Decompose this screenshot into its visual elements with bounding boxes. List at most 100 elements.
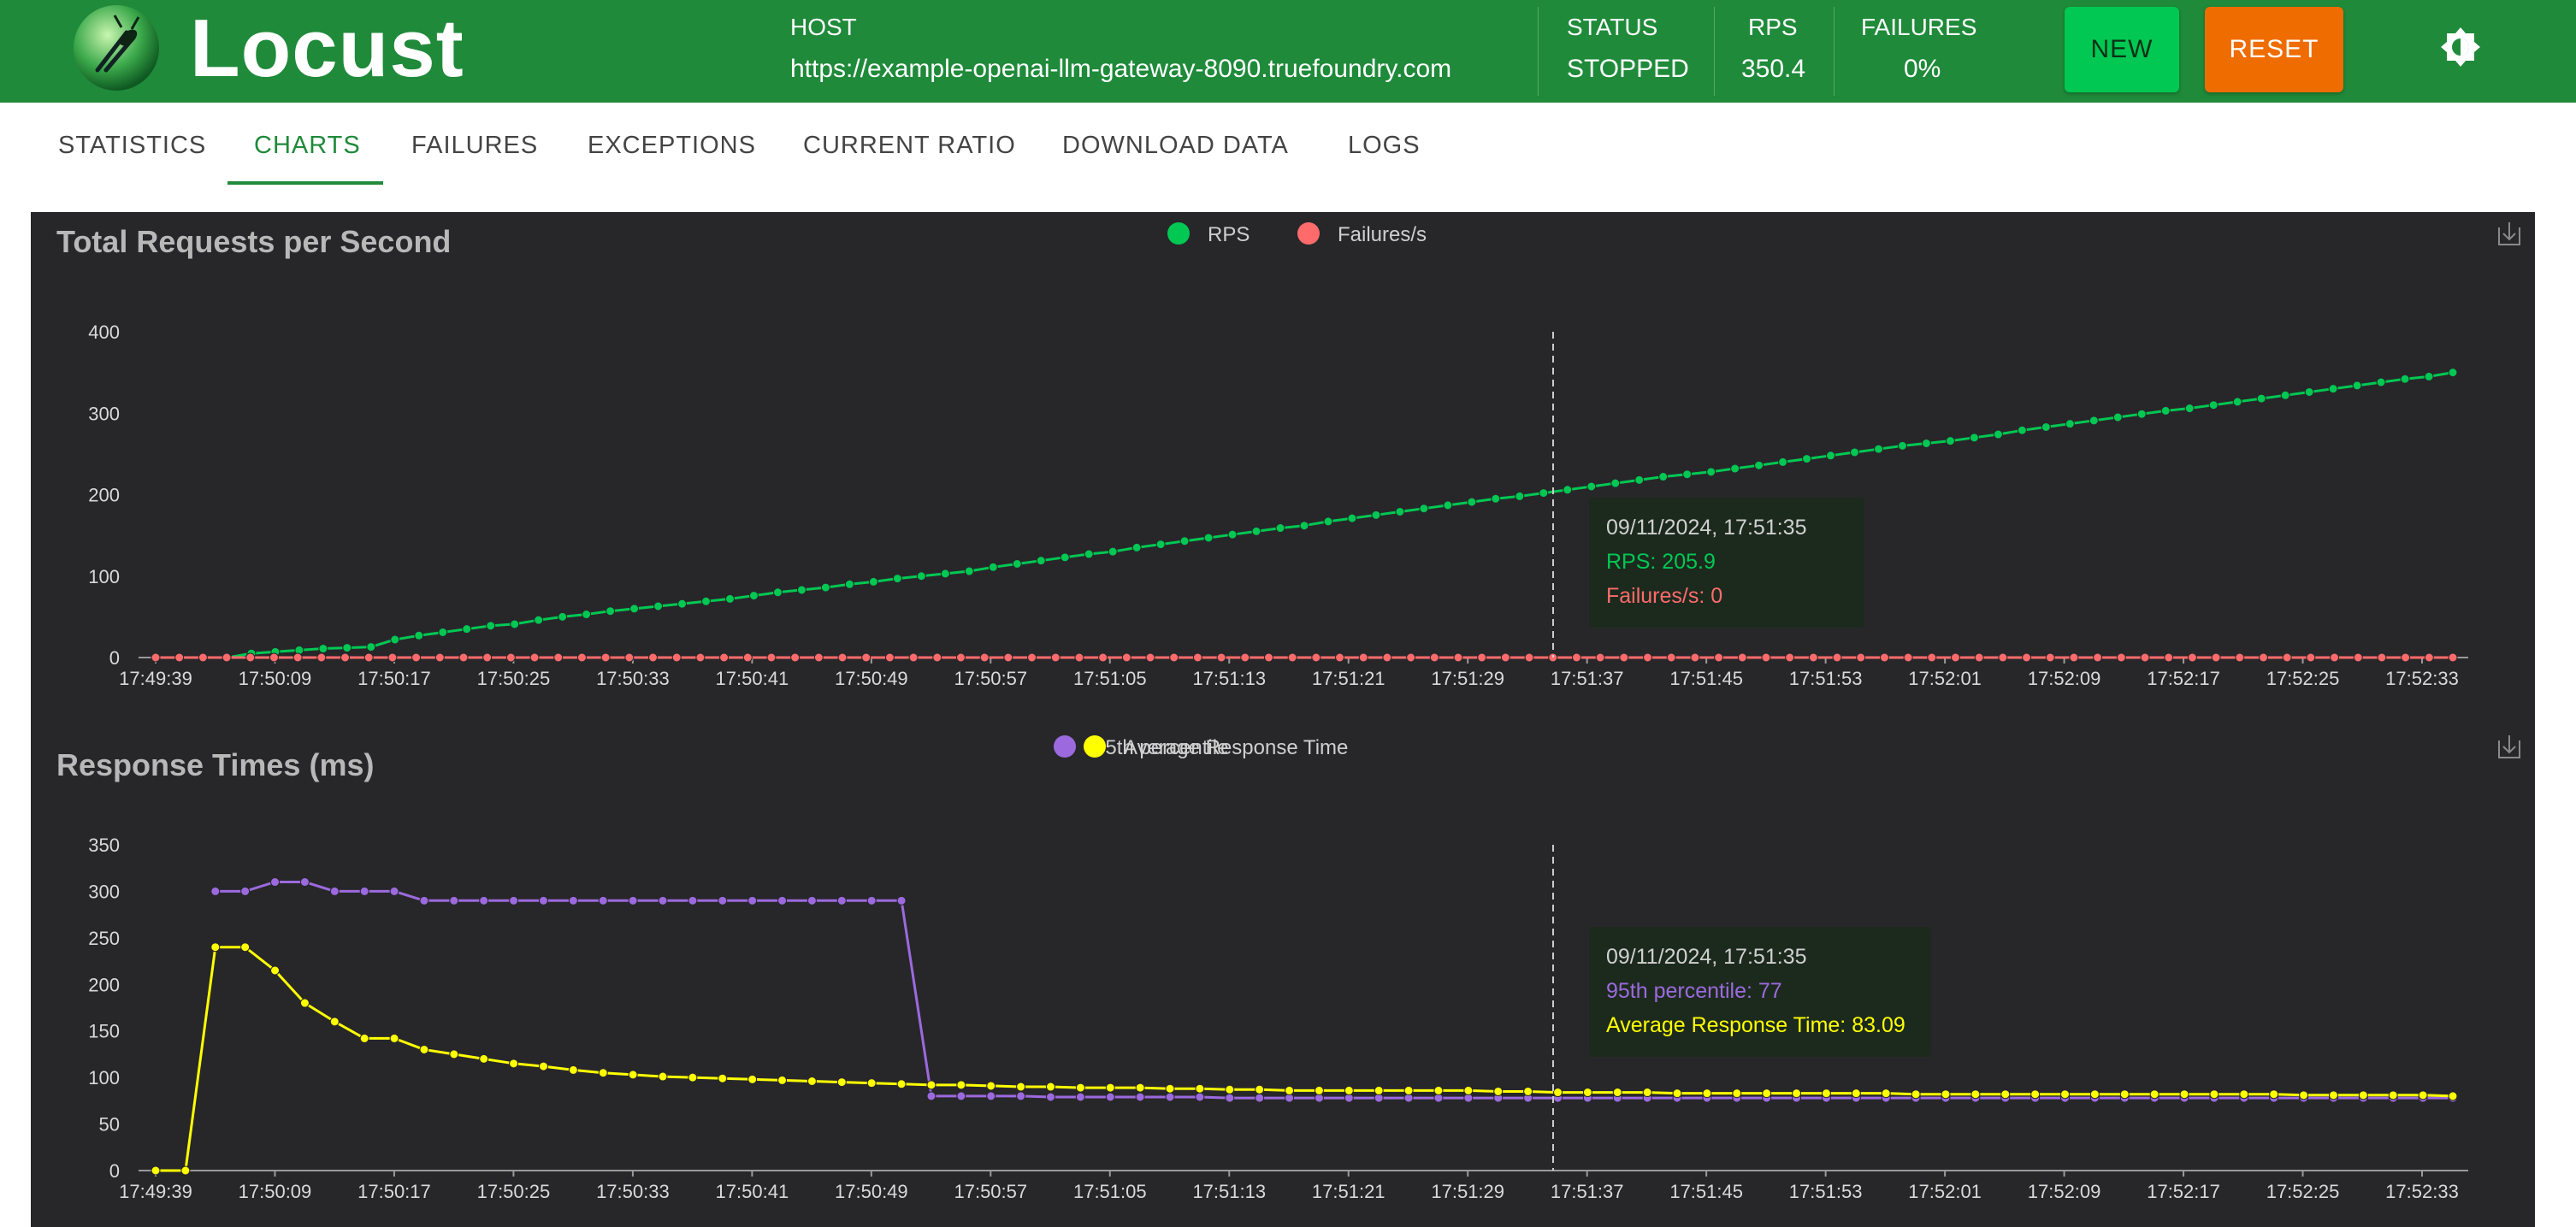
data-point[interactable] (658, 895, 668, 906)
data-point[interactable] (1737, 652, 1747, 663)
data-point[interactable] (2209, 1089, 2219, 1100)
data-point[interactable] (1851, 1088, 1861, 1099)
data-point[interactable] (509, 1059, 519, 1069)
data-point[interactable] (956, 1091, 966, 1101)
data-point[interactable] (1493, 1086, 1504, 1096)
data-point[interactable] (1003, 652, 1013, 663)
data-point[interactable] (2299, 1090, 2309, 1100)
data-point[interactable] (1586, 481, 1597, 492)
data-point[interactable] (2304, 386, 2314, 397)
data-point[interactable] (1299, 521, 1309, 531)
tab-failures[interactable]: FAILURES (411, 132, 539, 159)
data-point[interactable] (2208, 400, 2219, 410)
data-point[interactable] (677, 599, 688, 609)
data-point[interactable] (434, 652, 445, 663)
data-point[interactable] (1225, 1084, 1235, 1094)
data-point[interactable] (747, 1074, 758, 1084)
data-point[interactable] (2400, 374, 2410, 384)
data-point[interactable] (892, 574, 902, 584)
data-point[interactable] (2448, 652, 2458, 663)
data-point[interactable] (245, 652, 256, 663)
data-point[interactable] (896, 1079, 907, 1089)
data-point[interactable] (1808, 652, 1818, 663)
data-point[interactable] (1084, 549, 1094, 559)
data-point[interactable] (653, 601, 664, 611)
data-point[interactable] (1612, 1088, 1622, 1098)
legend-swatch[interactable] (1297, 222, 1320, 245)
data-point[interactable] (777, 895, 788, 906)
data-point[interactable] (198, 652, 208, 663)
data-point[interactable] (340, 652, 351, 663)
data-point[interactable] (1036, 556, 1046, 566)
data-point[interactable] (1255, 1084, 1265, 1094)
data-point[interactable] (210, 942, 221, 953)
data-point[interactable] (299, 998, 310, 1008)
data-point[interactable] (1165, 1083, 1175, 1094)
data-point[interactable] (2353, 652, 2363, 663)
data-point[interactable] (1523, 1086, 1533, 1096)
data-point[interactable] (458, 652, 469, 663)
data-point[interactable] (568, 1065, 578, 1075)
data-point[interactable] (926, 1091, 936, 1101)
data-point[interactable] (1730, 463, 1740, 474)
data-point[interactable] (1778, 457, 1788, 467)
data-point[interactable] (1619, 652, 1629, 663)
data-point[interactable] (479, 895, 489, 906)
data-point[interactable] (1240, 652, 1250, 663)
data-point[interactable] (2184, 404, 2195, 414)
data-point[interactable] (940, 569, 950, 579)
data-point[interactable] (1192, 652, 1202, 663)
data-point[interactable] (747, 895, 758, 906)
data-point[interactable] (1903, 652, 1913, 663)
data-point[interactable] (2232, 397, 2242, 407)
legend-swatch[interactable] (1054, 735, 1076, 758)
data-point[interactable] (1255, 1093, 1265, 1103)
data-point[interactable] (529, 652, 540, 663)
data-point[interactable] (534, 615, 544, 625)
data-point[interactable] (695, 652, 706, 663)
data-point[interactable] (538, 1061, 548, 1071)
data-point[interactable] (1856, 652, 1866, 663)
tab-exceptions[interactable]: EXCEPTIONS (588, 132, 756, 159)
data-point[interactable] (1754, 460, 1764, 470)
data-point[interactable] (1792, 1088, 1802, 1099)
data-point[interactable] (836, 895, 847, 906)
data-point[interactable] (2306, 652, 2316, 663)
data-point[interactable] (2418, 1090, 2428, 1100)
data-point[interactable] (979, 652, 990, 663)
data-point[interactable] (1974, 652, 1984, 663)
data-point[interactable] (748, 591, 759, 601)
data-point[interactable] (2330, 652, 2340, 663)
data-point[interactable] (1251, 526, 1261, 536)
data-point[interactable] (1879, 652, 1889, 663)
data-point[interactable] (389, 886, 399, 896)
data-point[interactable] (1571, 652, 1581, 663)
data-point[interactable] (1311, 652, 1321, 663)
data-point[interactable] (1927, 652, 1937, 663)
data-point[interactable] (986, 1081, 996, 1091)
data-point[interactable] (2164, 652, 2174, 663)
data-point[interactable] (836, 1077, 847, 1088)
data-point[interactable] (844, 579, 854, 589)
data-point[interactable] (1050, 652, 1061, 663)
data-point[interactable] (2448, 1091, 2458, 1101)
data-point[interactable] (1682, 469, 1693, 480)
data-point[interactable] (1998, 652, 2008, 663)
data-point[interactable] (222, 652, 232, 663)
data-point[interactable] (1045, 1082, 1055, 1092)
data-point[interactable] (1135, 1082, 1145, 1093)
data-point[interactable] (1179, 536, 1190, 546)
data-point[interactable] (1553, 1088, 1563, 1098)
data-point[interactable] (916, 571, 926, 581)
data-point[interactable] (2280, 390, 2290, 400)
data-point[interactable] (2089, 416, 2099, 426)
data-point[interactable] (1027, 652, 1037, 663)
data-point[interactable] (2239, 1089, 2249, 1100)
data-point[interactable] (1595, 652, 1605, 663)
data-point[interactable] (2388, 1090, 2398, 1100)
data-point[interactable] (1121, 652, 1131, 663)
tab-charts[interactable]: CHARTS (254, 132, 361, 159)
data-point[interactable] (772, 587, 783, 598)
data-point[interactable] (1074, 652, 1084, 663)
data-point[interactable] (151, 652, 161, 663)
